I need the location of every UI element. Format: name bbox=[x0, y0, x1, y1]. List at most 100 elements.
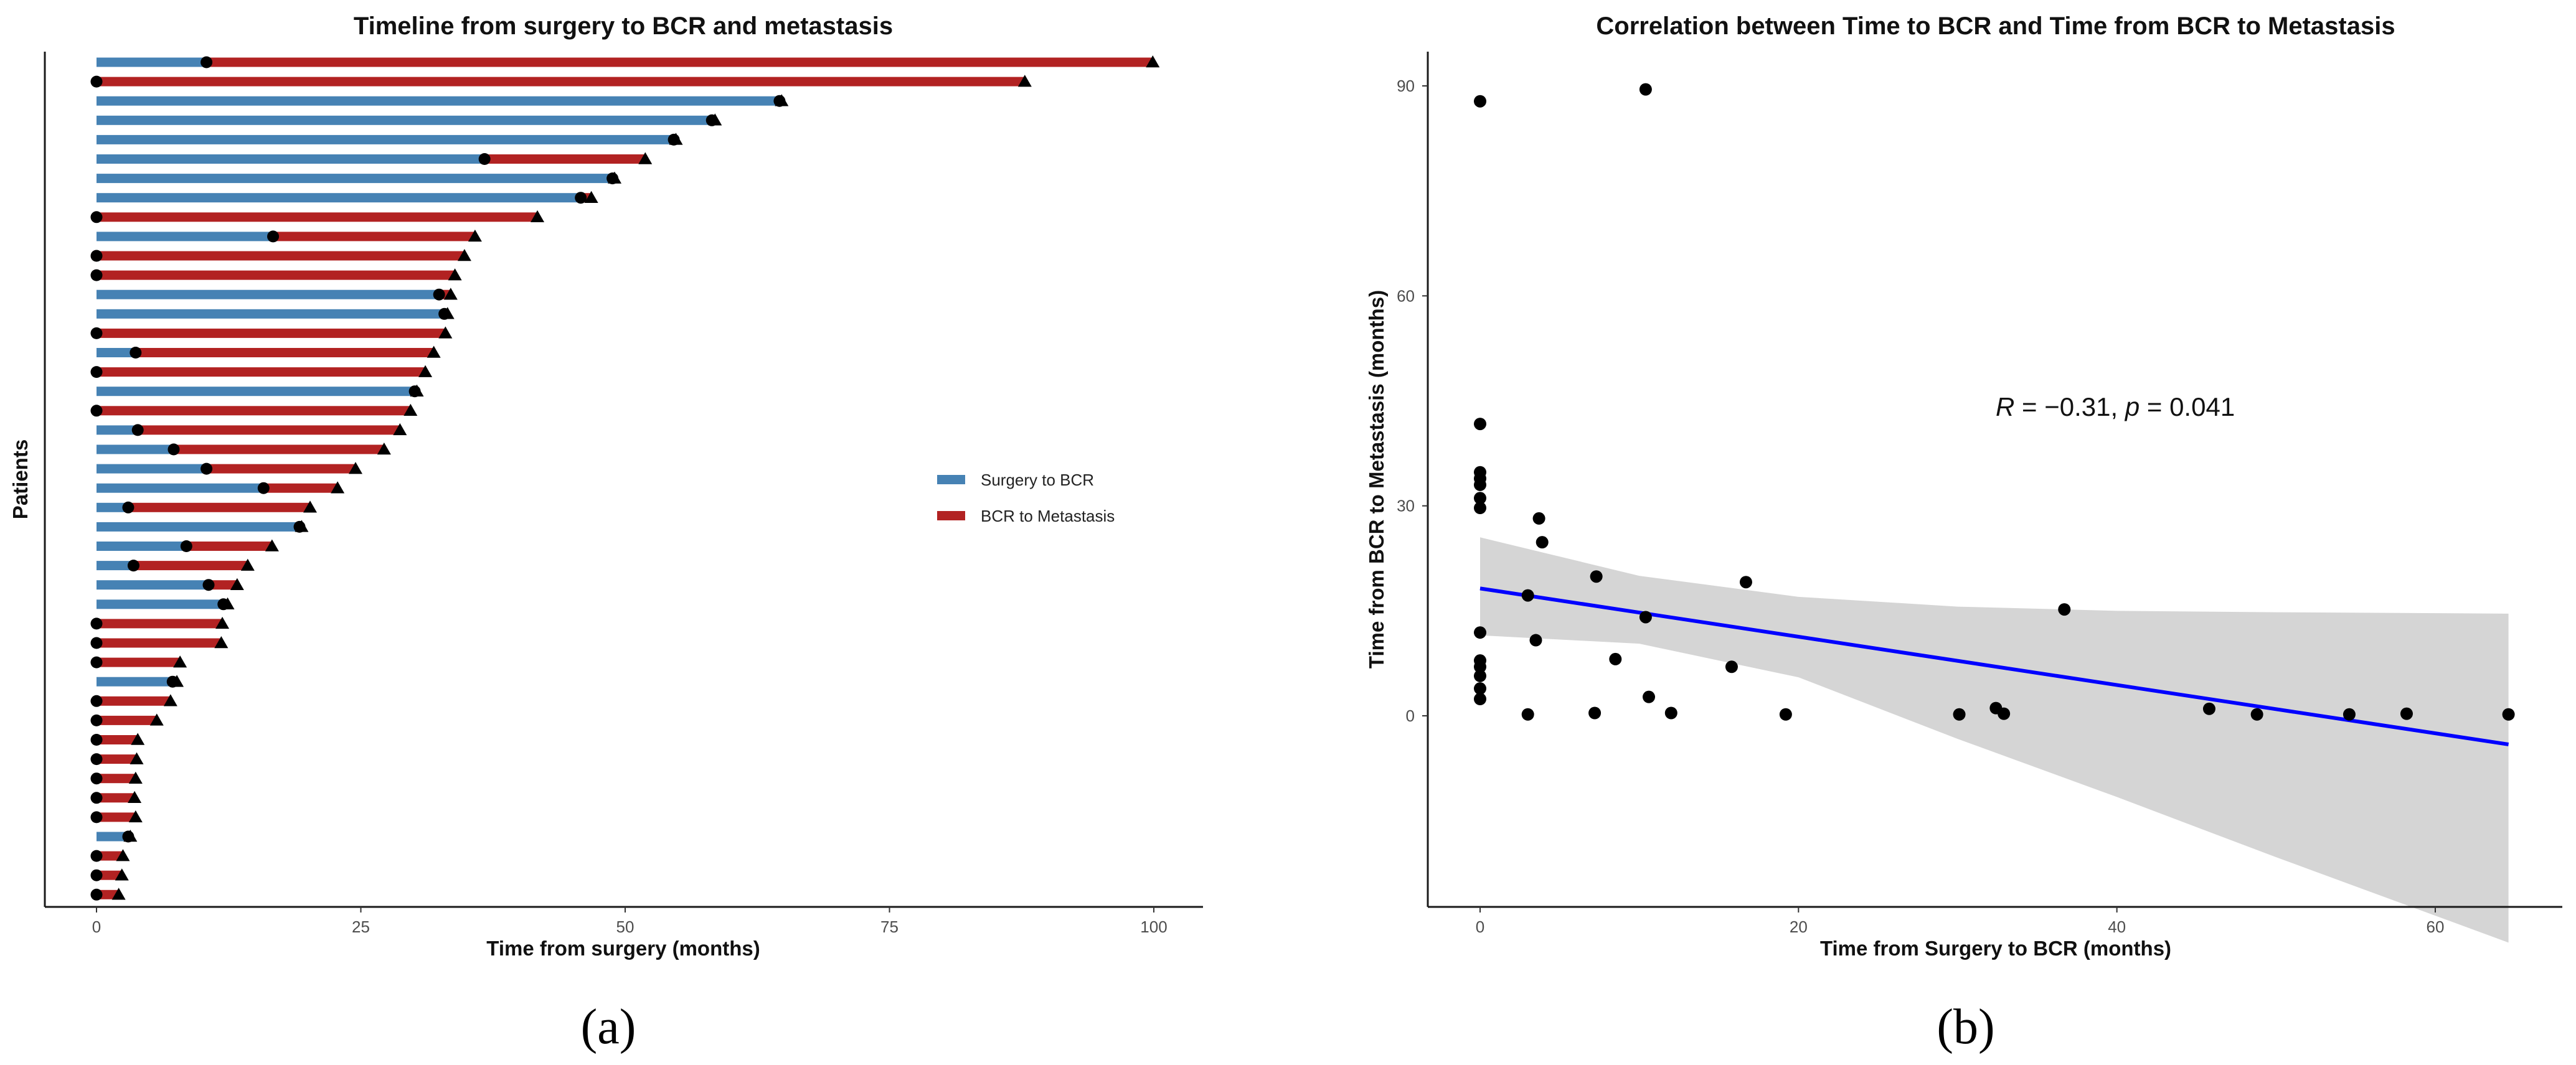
metastasis-marker bbox=[128, 771, 143, 784]
x-tick-label: 75 bbox=[880, 917, 899, 936]
bcr-marker bbox=[478, 153, 491, 165]
surgery-to-bcr-bar bbox=[97, 561, 134, 571]
annotation-p-value: 0.041 bbox=[2169, 392, 2235, 421]
surgery-to-bcr-bar bbox=[97, 464, 207, 474]
y-tick-label: 60 bbox=[1397, 286, 1415, 305]
annotation-separator: , bbox=[2111, 392, 2125, 421]
bcr-marker bbox=[90, 75, 103, 88]
surgery-to-bcr-bar bbox=[97, 483, 264, 493]
bcr-marker bbox=[127, 560, 139, 572]
annotation-r-label: R bbox=[1996, 392, 2014, 421]
confidence-band-area bbox=[1480, 537, 2509, 943]
bcr-to-metastasis-bar bbox=[97, 328, 446, 338]
scatter-point bbox=[1779, 708, 1792, 721]
bcr-to-metastasis-bar bbox=[97, 251, 465, 261]
timeline-y-axis-title: Patients bbox=[9, 439, 32, 519]
bcr-to-metastasis-bar bbox=[97, 812, 136, 822]
metastasis-marker bbox=[708, 113, 722, 126]
scatter-point bbox=[2058, 603, 2071, 616]
metastasis-marker bbox=[230, 578, 244, 590]
bcr-marker bbox=[90, 714, 103, 726]
bcr-marker bbox=[433, 288, 445, 301]
scatter-point bbox=[1521, 589, 1534, 602]
bcr-marker bbox=[90, 366, 103, 378]
bcr-to-metastasis-bar bbox=[97, 619, 223, 629]
scatter-point bbox=[1998, 707, 2011, 720]
metastasis-marker bbox=[149, 713, 164, 726]
annotation-equals-1: = bbox=[2014, 392, 2044, 421]
x-tick-label: 60 bbox=[2427, 917, 2445, 936]
bcr-marker bbox=[201, 462, 213, 475]
scatter-point bbox=[1739, 576, 1752, 589]
bcr-marker bbox=[90, 637, 103, 649]
bcr-marker bbox=[167, 443, 180, 456]
metastasis-marker bbox=[669, 133, 683, 145]
bcr-to-metastasis-bar bbox=[186, 542, 272, 551]
metastasis-marker bbox=[438, 326, 453, 339]
scatter-point bbox=[1953, 708, 1966, 721]
surgery-to-bcr-bar bbox=[97, 677, 173, 687]
scatter-point bbox=[1474, 626, 1486, 639]
bcr-marker bbox=[90, 811, 103, 823]
metastasis-marker bbox=[349, 462, 363, 474]
metastasis-marker bbox=[443, 288, 458, 300]
scatter-point bbox=[2400, 707, 2413, 720]
metastasis-marker bbox=[418, 365, 433, 377]
bcr-marker bbox=[90, 617, 103, 630]
bcr-marker bbox=[575, 192, 587, 204]
regression-line-path bbox=[1479, 586, 2509, 746]
surgery-to-bcr-bar bbox=[97, 289, 440, 299]
metastasis-marker bbox=[775, 94, 789, 106]
bcr-marker bbox=[90, 850, 103, 862]
scatter-panel: Correlation between Time to BCR and Time… bbox=[1365, 12, 2562, 1054]
bcr-to-metastasis-bar bbox=[97, 793, 135, 803]
bcr-marker bbox=[90, 772, 103, 785]
bcr-to-metastasis-bar bbox=[97, 406, 411, 416]
annotation-equals-2: = bbox=[2140, 392, 2169, 421]
metastasis-marker bbox=[584, 190, 598, 203]
metastasis-marker bbox=[410, 384, 424, 396]
metastasis-marker bbox=[331, 481, 345, 494]
surgery-to-bcr-bar bbox=[97, 580, 209, 590]
scatter-point bbox=[2202, 702, 2215, 715]
metastasis-marker bbox=[403, 403, 418, 416]
bcr-marker bbox=[180, 540, 192, 552]
metastasis-marker bbox=[220, 597, 235, 610]
metastasis-marker bbox=[1146, 55, 1160, 68]
surgery-to-bcr-bar bbox=[97, 154, 485, 164]
bcr-to-metastasis-bar bbox=[273, 232, 475, 242]
bcr-to-metastasis-bar bbox=[206, 57, 1153, 67]
timeline-title: Timeline from surgery to BCR and metasta… bbox=[354, 12, 893, 40]
bcr-marker bbox=[257, 482, 270, 494]
metastasis-marker bbox=[115, 868, 129, 881]
scatter-point bbox=[2342, 708, 2356, 721]
scatter-point bbox=[1725, 660, 1738, 673]
panel-a-label: (a) bbox=[581, 1000, 636, 1054]
bcr-marker bbox=[131, 424, 144, 436]
metastasis-marker bbox=[295, 520, 309, 532]
bcr-to-metastasis-bar bbox=[97, 774, 136, 784]
bcr-to-metastasis-bar bbox=[135, 348, 434, 357]
metastasis-marker bbox=[440, 307, 455, 319]
scatter-point bbox=[1474, 95, 1486, 108]
scatter-point bbox=[1474, 502, 1486, 515]
x-tick-label: 40 bbox=[2108, 917, 2126, 936]
x-tick-label: 25 bbox=[352, 917, 370, 936]
metastasis-marker bbox=[173, 655, 187, 668]
scatter-point bbox=[1521, 708, 1534, 721]
scatter-point bbox=[1639, 83, 1652, 96]
scatter-point bbox=[1609, 652, 1622, 665]
metastasis-marker bbox=[377, 443, 391, 455]
metastasis-marker bbox=[303, 500, 317, 513]
correlation-annotation: R = −0.31, p = 0.041 bbox=[1996, 392, 2235, 421]
metastasis-marker bbox=[215, 616, 230, 629]
timeline-panel: Timeline from surgery to BCR and metasta… bbox=[9, 12, 1203, 1054]
legend-key-bcr-to-metastasis bbox=[937, 511, 965, 520]
timeline-legend: Surgery to BCR BCR to Metastasis bbox=[937, 471, 1115, 525]
scatter-y-axis-title: Time from BCR to Metastasis (months) bbox=[1365, 290, 1388, 669]
surgery-to-bcr-bar bbox=[97, 832, 128, 842]
y-tick-label: 90 bbox=[1397, 77, 1415, 95]
bcr-to-metastasis-bar bbox=[97, 735, 138, 744]
metastasis-marker bbox=[638, 152, 653, 164]
